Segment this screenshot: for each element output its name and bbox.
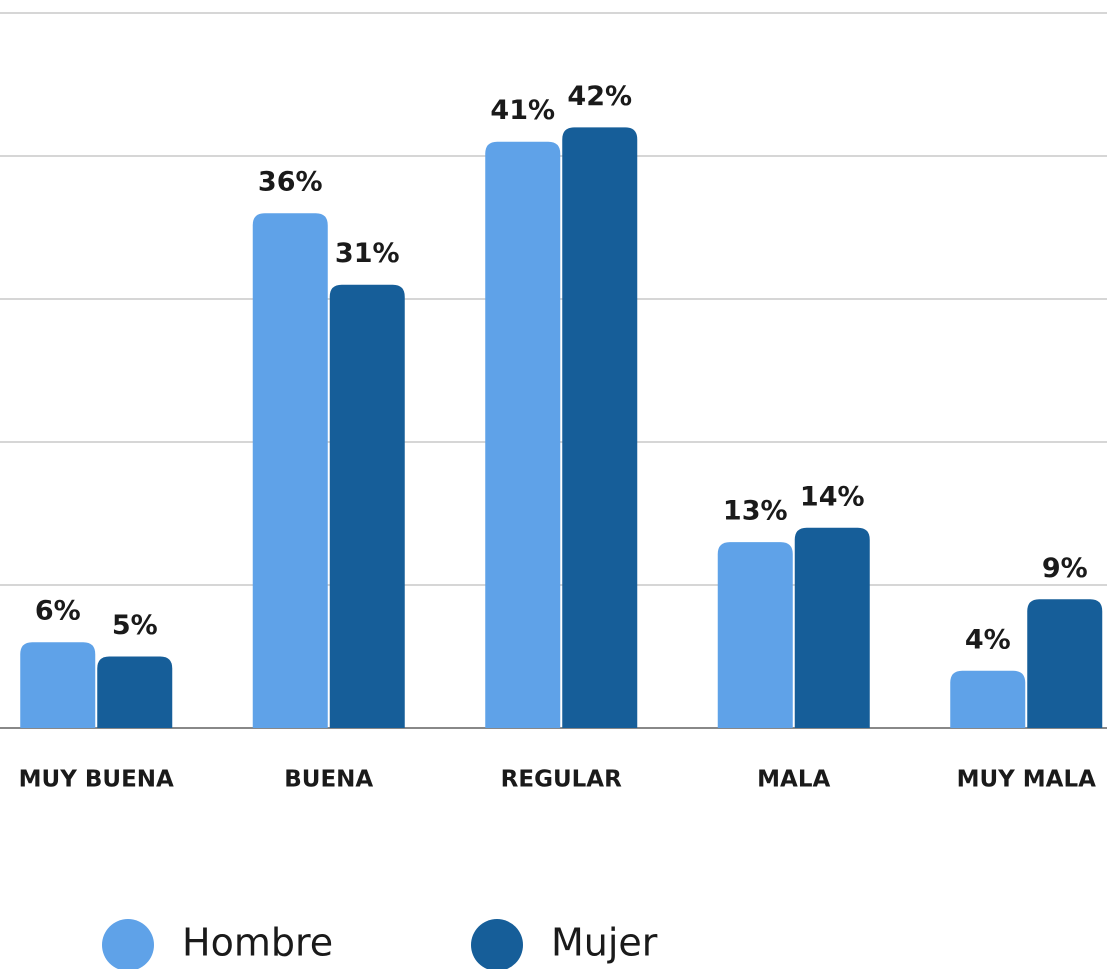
bar xyxy=(950,670,1026,728)
x-tick-label: MUY MALA xyxy=(957,767,1097,793)
legend-swatch xyxy=(102,919,154,969)
bar xyxy=(1027,599,1103,728)
value-label: 9% xyxy=(1042,553,1088,584)
bar xyxy=(329,284,405,728)
bar xyxy=(485,141,561,728)
legend-label: Mujer xyxy=(551,921,658,965)
bar xyxy=(717,542,793,728)
value-label: 42% xyxy=(567,81,632,112)
x-tick-label: MUY BUENA xyxy=(19,767,174,793)
x-tick-label: MALA xyxy=(757,767,830,793)
legend-swatch xyxy=(471,919,523,969)
value-label: 13% xyxy=(723,496,788,527)
value-label: 36% xyxy=(258,167,323,198)
legend-label: Hombre xyxy=(182,921,333,965)
value-label: 14% xyxy=(800,481,865,512)
bar xyxy=(794,527,870,728)
bar xyxy=(20,642,96,728)
bar xyxy=(252,213,328,728)
value-label: 41% xyxy=(490,95,555,126)
value-label: 5% xyxy=(112,610,158,641)
value-label: 31% xyxy=(335,238,400,269)
x-tick-label: BUENA xyxy=(284,767,373,793)
bar xyxy=(562,127,638,728)
value-label: 4% xyxy=(965,624,1011,655)
x-tick-label: REGULAR xyxy=(501,767,622,793)
value-label: 6% xyxy=(35,596,81,627)
bar xyxy=(97,656,173,728)
